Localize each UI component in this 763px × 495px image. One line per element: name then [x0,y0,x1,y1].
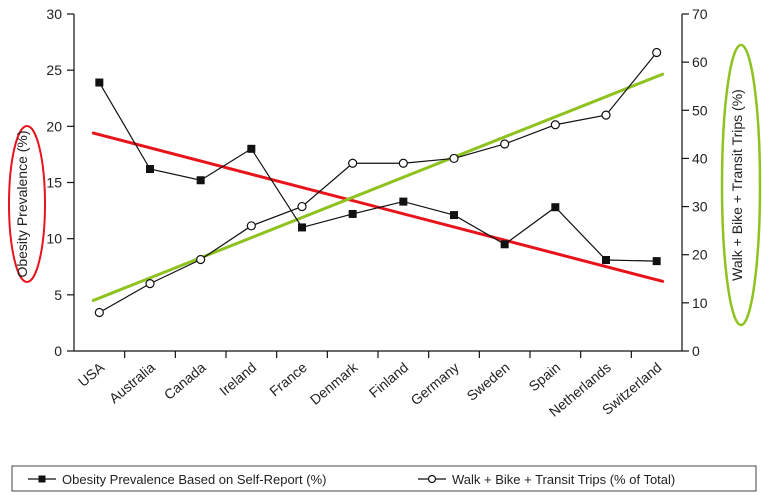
obesity-point [298,223,306,232]
obesity-point [146,165,154,174]
left-tick-label: 30 [46,6,62,22]
obesity-point [551,203,560,212]
x-tick-label: Australia [106,359,158,406]
x-tick-label: Ireland [216,359,259,399]
obesity-point [602,256,610,265]
right-tick-label: 60 [692,54,708,70]
series-0-line [98,82,657,262]
x-tick-label: France [266,359,310,399]
left-tick-label: 20 [46,118,62,134]
obesity-point [247,144,256,153]
obesity-point [500,240,509,249]
x-tick-label: USA [75,359,108,390]
annotations [8,43,762,327]
trips-point [196,254,206,265]
series [94,47,662,318]
trips-point [550,120,560,130]
left-axis-highlight-ellipse [8,125,46,283]
right-tick-label: 40 [692,150,708,166]
trips-point [500,139,510,149]
trips-point [246,221,256,231]
left-tick-label: 25 [46,62,62,78]
right-tick-label: 10 [692,295,708,311]
obesity-point [348,209,357,218]
legend-label-trips: Walk + Bike + Transit Trips (% of Total) [452,472,675,487]
x-tick-label: Sweden [464,359,513,404]
left-axis-title: Obesity Prevalence (%) [14,130,30,277]
legend-square-marker [38,475,46,483]
left-tick-label: 0 [54,343,62,359]
obesity-point [652,257,661,266]
x-tick-label: Canada [161,359,209,403]
legend-box [11,465,757,492]
trips-point [94,307,104,318]
trips-point [601,110,611,120]
obesity-point [450,211,458,220]
trips-point [652,47,662,58]
x-tick-label: Denmark [307,358,362,407]
trips-point [398,158,408,168]
obesity-point [399,197,408,206]
left-tick-label: 10 [46,231,62,247]
right-trendline [91,72,665,302]
right-tick-label: 70 [692,6,708,22]
right-tick-label: 0 [692,343,700,359]
trips-point [348,158,358,168]
right-tick-label: 50 [692,102,708,118]
right-tick-label: 20 [692,247,708,263]
x-tick-label: Spain [526,359,564,394]
obesity-point [196,176,205,185]
right-axis-title: Walk + Bike + Transit Trips (%) [729,89,745,281]
x-tick-label: Germany [408,359,462,408]
trendlines [91,72,665,302]
legend-label-obesity: Obesity Prevalence Based on Self-Report … [62,472,326,487]
left-tick-label: 15 [46,175,62,191]
series-1-line [99,52,658,314]
legend-circle-marker [427,474,437,484]
trips-point [297,201,307,212]
legend: Obesity Prevalence Based on Self-Report … [11,465,757,492]
obesity-point [95,78,104,87]
trips-point [145,279,155,289]
x-tick-label: Finland [366,359,411,401]
right-tick-label: 30 [692,199,708,215]
left-tick-label: 5 [54,287,62,303]
trips-point [449,153,459,164]
right-axis-highlight-ellipse [720,43,762,327]
